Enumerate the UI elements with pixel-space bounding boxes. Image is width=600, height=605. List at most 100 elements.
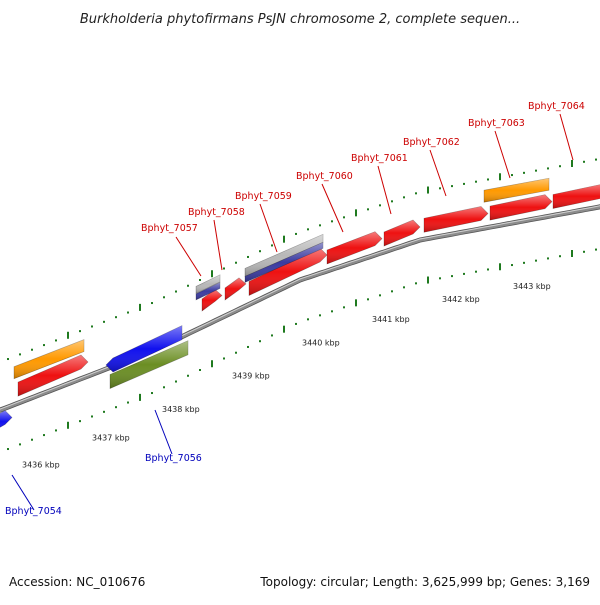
gene-label-bphyt_7056[interactable]: Bphyt_7056 — [145, 453, 202, 464]
label-leader-line — [175, 236, 202, 277]
chromosome-backbone — [0, 204, 600, 413]
backbone-line — [0, 205, 600, 412]
minor-tick — [331, 220, 333, 223]
tick-label: 3441 kbp — [372, 315, 410, 324]
gene-block-blue-shade — [0, 410, 12, 428]
minor-tick — [307, 318, 309, 321]
label-leader-line — [559, 113, 574, 161]
gene-block-olive[interactable] — [109, 340, 189, 389]
gene-block-red[interactable] — [552, 184, 600, 209]
gene-block-red[interactable] — [489, 194, 553, 221]
minor-tick — [55, 339, 57, 342]
gene-block-navy[interactable] — [244, 241, 324, 283]
minor-tick — [175, 290, 177, 293]
minor-tick — [79, 330, 81, 333]
minor-tick — [403, 286, 405, 289]
minor-tick — [163, 296, 165, 299]
gene-label-bphyt_7063[interactable]: Bphyt_7063 — [468, 118, 525, 129]
minor-tick — [343, 216, 345, 219]
major-tick — [499, 173, 501, 181]
minor-tick — [247, 345, 249, 348]
gene-label-bphyt_7058[interactable]: Bphyt_7058 — [188, 207, 245, 218]
minor-tick — [415, 282, 417, 285]
tick-label: 3439 kbp — [232, 372, 270, 381]
minor-tick — [7, 448, 9, 451]
minor-tick — [223, 357, 225, 360]
tick-label: 3440 kbp — [302, 338, 340, 347]
major-tick — [139, 393, 141, 401]
minor-tick — [115, 406, 117, 409]
gene-block-red-shade — [490, 194, 552, 221]
gene-block-red-shade — [249, 248, 327, 296]
gene-labels: Bphyt_7054 Bphyt_7056 Bphyt_7057 Bphyt_7058… — [5, 101, 585, 517]
sequence-title: Burkholderia phytofirmans PsJN chromosom… — [80, 12, 520, 27]
gene-label-bphyt_7061[interactable]: Bphyt_7061 — [351, 153, 408, 164]
minor-tick — [487, 178, 489, 181]
label-leader-line — [259, 203, 278, 253]
minor-tick — [43, 434, 45, 437]
gene-label-bphyt_7057[interactable]: Bphyt_7057 — [141, 223, 198, 234]
gene-block-red-shade — [553, 184, 600, 209]
gene-block-gray-shade — [245, 234, 323, 277]
minor-tick — [223, 267, 225, 270]
gene-block-red[interactable] — [423, 206, 489, 233]
major-tick — [355, 299, 357, 307]
gene-label-bphyt_7054[interactable]: Bphyt_7054 — [5, 506, 62, 517]
minor-tick — [307, 228, 309, 231]
tick-label: 3443 kbp — [513, 282, 551, 291]
minor-tick — [595, 158, 597, 161]
gene-block-orange[interactable] — [483, 177, 550, 203]
gene-label-bphyt_7059[interactable]: Bphyt_7059 — [235, 191, 292, 202]
minor-tick — [463, 272, 465, 275]
minor-tick — [199, 279, 201, 281]
minor-tick — [31, 348, 33, 351]
gene-block-red-shade — [18, 355, 88, 397]
minor-tick — [19, 353, 21, 356]
gene-block-blue-shade — [106, 325, 182, 373]
minor-tick — [391, 290, 393, 293]
minor-tick — [19, 443, 21, 446]
major-tick — [211, 360, 213, 368]
minor-tick — [247, 255, 249, 258]
gene-label-bphyt_7060[interactable]: Bphyt_7060 — [296, 171, 353, 182]
gene-block-red-shade — [384, 220, 420, 246]
gene-block-red[interactable] — [17, 354, 89, 397]
minor-tick — [115, 316, 117, 319]
major-tick — [67, 421, 69, 429]
topology-text: Topology: circular; Length: 3,625,999 bp… — [259, 575, 590, 589]
major-tick — [67, 331, 69, 339]
tick-label: 3442 kbp — [442, 295, 480, 304]
minor-tick — [79, 420, 81, 423]
gene-block-red[interactable] — [224, 277, 247, 301]
minor-tick — [319, 224, 321, 227]
gene-block-blue[interactable] — [105, 325, 183, 373]
minor-tick — [475, 180, 477, 183]
gene-label-bphyt_7062[interactable]: Bphyt_7062 — [403, 137, 460, 148]
minor-tick — [127, 401, 129, 404]
minor-tick — [7, 358, 9, 361]
gene-label-bphyt_7064[interactable]: Bphyt_7064 — [528, 101, 585, 112]
gene-block-gray[interactable] — [195, 274, 221, 294]
minor-tick — [523, 261, 525, 264]
gene-block-gray[interactable] — [244, 233, 324, 277]
gene-block-navy-shade — [245, 242, 323, 283]
minor-tick — [187, 284, 189, 287]
feature-track[interactable] — [0, 177, 600, 433]
minor-tick — [595, 248, 597, 251]
gene-block-red[interactable] — [383, 219, 421, 247]
minor-tick — [43, 344, 45, 347]
major-tick — [427, 186, 429, 194]
minor-tick — [319, 314, 321, 317]
tick-label: 3437 kbp — [92, 433, 130, 442]
gene-block-blue[interactable] — [0, 410, 13, 433]
minor-tick — [511, 264, 513, 267]
gene-block-red[interactable] — [326, 231, 383, 265]
major-tick — [283, 235, 285, 243]
gene-block-navy[interactable] — [195, 281, 221, 301]
backbone-highlight — [0, 205, 600, 410]
minor-tick — [439, 187, 441, 190]
minor-tick — [367, 298, 369, 301]
gene-block-orange[interactable] — [13, 339, 85, 380]
